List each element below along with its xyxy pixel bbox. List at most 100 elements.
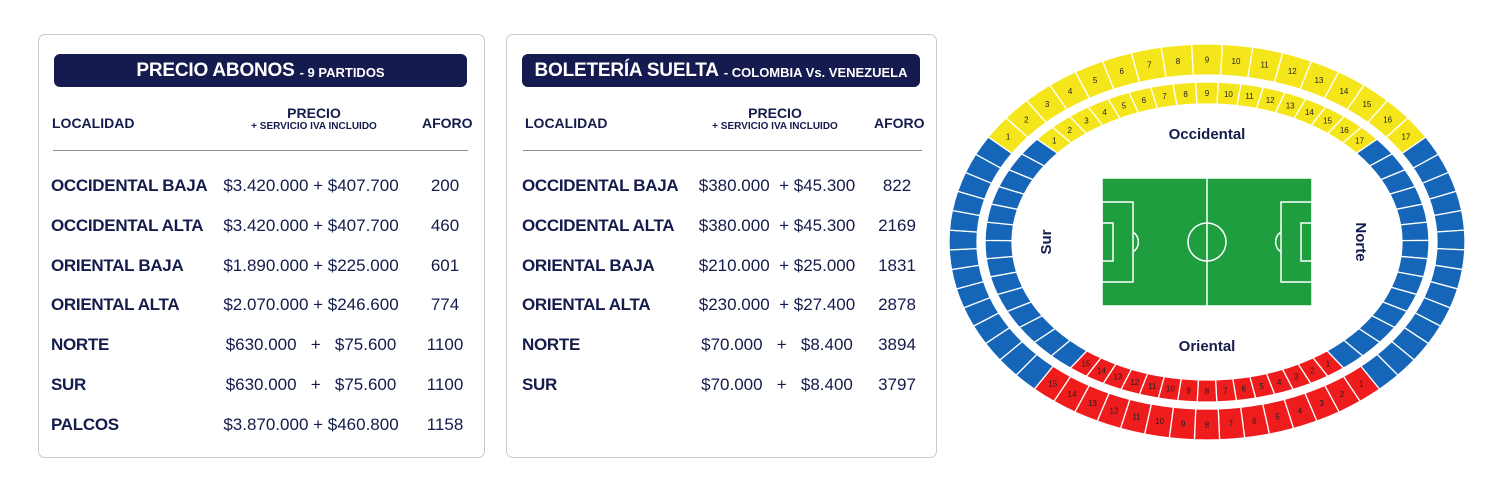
sur-alta-section xyxy=(948,229,979,251)
label-oriental: Oriental xyxy=(1179,338,1236,355)
row-localidad: NORTE xyxy=(522,335,581,354)
abonos-price-card: PRECIO ABONOS - 9 PARTIDOS LOCALIDAD PRE… xyxy=(38,34,485,458)
oriental-baja-section-number: 4 xyxy=(1277,378,1282,387)
oriental-baja-section-number: 1 xyxy=(1326,359,1331,368)
oriental-baja-section-number: 12 xyxy=(1130,378,1139,387)
row-aforo: 2169 xyxy=(878,216,916,235)
oriental-alta-section-number: 1 xyxy=(1359,379,1364,388)
row-localidad: OCCIDENTAL ALTA xyxy=(522,216,675,235)
occidental-baja-section-number: 7 xyxy=(1162,92,1167,101)
row-aforo: 822 xyxy=(882,176,912,195)
label-sur: Sur xyxy=(1038,229,1055,254)
occidental-alta-section-number: 13 xyxy=(1314,76,1323,85)
occidental-baja-section-number: 2 xyxy=(1067,126,1072,135)
occidental-alta-section-number: 7 xyxy=(1147,61,1152,70)
occidental-baja-section-number: 16 xyxy=(1340,126,1349,135)
row-localidad: ORIENTAL BAJA xyxy=(51,256,184,275)
row-localidad: OCCIDENTAL ALTA xyxy=(51,216,204,235)
suelta-header-aforo: AFORO xyxy=(874,115,925,131)
oriental-alta-section-number: 4 xyxy=(1298,407,1303,416)
row-aforo: 1831 xyxy=(878,256,916,275)
occidental-alta-section-number: 5 xyxy=(1093,76,1098,85)
oriental-baja-section-number: 10 xyxy=(1166,385,1175,394)
row-precio: $3.420.000 + $407.700 xyxy=(223,176,399,195)
occidental-baja-section-number: 6 xyxy=(1142,96,1147,105)
occidental-baja-section-number: 11 xyxy=(1245,92,1254,101)
label-occidental: Occidental xyxy=(1169,126,1246,143)
row-localidad: SUR xyxy=(51,375,86,394)
oriental-alta-section-number: 3 xyxy=(1319,399,1324,408)
suelta-title: BOLETERÍA SUELTA xyxy=(534,59,719,81)
stadium-pitch xyxy=(1101,177,1313,307)
row-precio: $380.000 + $45.300 xyxy=(698,176,856,195)
label-norte: Norte xyxy=(1352,222,1369,261)
occidental-alta-section-number: 17 xyxy=(1401,132,1410,141)
suelta-price-card: BOLETERÍA SUELTA - COLOMBIA Vs. VENEZUEL… xyxy=(506,34,937,458)
occidental-alta-section-number: 2 xyxy=(1024,115,1029,124)
oriental-baja-section-number: 13 xyxy=(1113,373,1122,382)
row-localidad: ORIENTAL BAJA xyxy=(522,256,655,275)
abonos-header-precio-sub: + SERVICIO IVA INCLUIDO xyxy=(251,121,377,132)
oriental-alta-section-number: 7 xyxy=(1229,420,1234,429)
occidental-baja-section-number: 1 xyxy=(1052,137,1057,146)
suelta-header-precio-sub: + SERVICIO IVA INCLUIDO xyxy=(712,121,838,132)
occidental-baja-section-number: 9 xyxy=(1205,89,1210,98)
oriental-alta-section-number: 15 xyxy=(1048,379,1057,388)
norte-baja-section xyxy=(1400,239,1430,260)
row-precio: $630.000 + $75.600 xyxy=(225,335,397,354)
oriental-baja-section-number: 14 xyxy=(1097,367,1106,376)
oriental-alta-section-number: 8 xyxy=(1205,421,1210,430)
row-aforo: 774 xyxy=(430,295,460,314)
table-row: OCCIDENTAL BAJA $3.420.000 + $407.700 20… xyxy=(39,176,484,200)
row-localidad: OCCIDENTAL BAJA xyxy=(522,176,679,195)
occidental-alta-section-number: 4 xyxy=(1068,87,1073,96)
abonos-header-aforo: AFORO xyxy=(422,115,473,131)
table-row: ORIENTAL BAJA $1.890.000 + $225.000 601 xyxy=(39,256,484,280)
occidental-alta-section-number: 6 xyxy=(1119,67,1124,76)
occidental-alta-section-number: 8 xyxy=(1176,57,1181,66)
row-precio: $3.870.000 + $460.800 xyxy=(223,415,399,434)
occidental-alta-section-number: 15 xyxy=(1362,100,1371,109)
occidental-baja-section-number: 15 xyxy=(1323,116,1332,125)
table-row: OCCIDENTAL ALTA $380.000 + $45.300 2169 xyxy=(507,216,936,240)
row-precio: $380.000 + $45.300 xyxy=(698,216,856,235)
occidental-alta-section-number: 1 xyxy=(1006,132,1011,141)
oriental-baja-section-number: 6 xyxy=(1241,385,1246,394)
pitch-right-arc xyxy=(1274,231,1282,253)
abonos-subtitle: - 9 PARTIDOS xyxy=(299,64,385,80)
table-row: PALCOS $3.870.000 + $460.800 1158 xyxy=(39,415,484,439)
oriental-alta-section-number: 11 xyxy=(1132,413,1141,422)
row-localidad: PALCOS xyxy=(51,415,119,434)
row-precio: $210.000 + $25.000 xyxy=(698,256,856,275)
pitch-left-arc xyxy=(1132,231,1140,253)
abonos-header-divider xyxy=(53,150,468,151)
occidental-baja-section-number: 13 xyxy=(1286,101,1295,110)
occidental-alta-section-number: 16 xyxy=(1383,115,1392,124)
oriental-alta-section-number: 5 xyxy=(1275,413,1280,422)
sur-baja-section xyxy=(984,239,1014,260)
sur-alta-section xyxy=(948,247,981,271)
oriental-alta-section-number: 12 xyxy=(1110,407,1119,416)
norte-baja-section xyxy=(1326,339,1364,369)
pitch-left-small-box xyxy=(1101,222,1114,262)
table-row: SUR $70.000 + $8.400 3797 xyxy=(507,375,936,399)
table-row: NORTE $70.000 + $8.400 3894 xyxy=(507,335,936,359)
abonos-header-precio: PRECIO + SERVICIO IVA INCLUIDO xyxy=(239,106,389,133)
oriental-baja-section-number: 3 xyxy=(1294,373,1299,382)
row-localidad: SUR xyxy=(522,375,557,394)
row-localidad: OCCIDENTAL BAJA xyxy=(51,176,208,195)
occidental-alta-section-number: 14 xyxy=(1339,87,1348,96)
oriental-baja-section-number: 7 xyxy=(1223,386,1228,395)
suelta-header-divider xyxy=(523,150,922,151)
abonos-title-bar: PRECIO ABONOS - 9 PARTIDOS xyxy=(54,54,467,87)
occidental-alta-section-number: 10 xyxy=(1232,57,1241,66)
occidental-alta-section-number: 12 xyxy=(1288,67,1297,76)
oriental-baja-section-number: 5 xyxy=(1259,382,1264,391)
oriental-alta-section-number: 10 xyxy=(1155,417,1164,426)
row-precio: $3.420.000 + $407.700 xyxy=(223,216,399,235)
row-precio: $70.000 + $8.400 xyxy=(701,335,853,354)
abonos-header-localidad: LOCALIDAD xyxy=(52,115,135,131)
suelta-title-bar: BOLETERÍA SUELTA - COLOMBIA Vs. VENEZUEL… xyxy=(522,54,920,87)
